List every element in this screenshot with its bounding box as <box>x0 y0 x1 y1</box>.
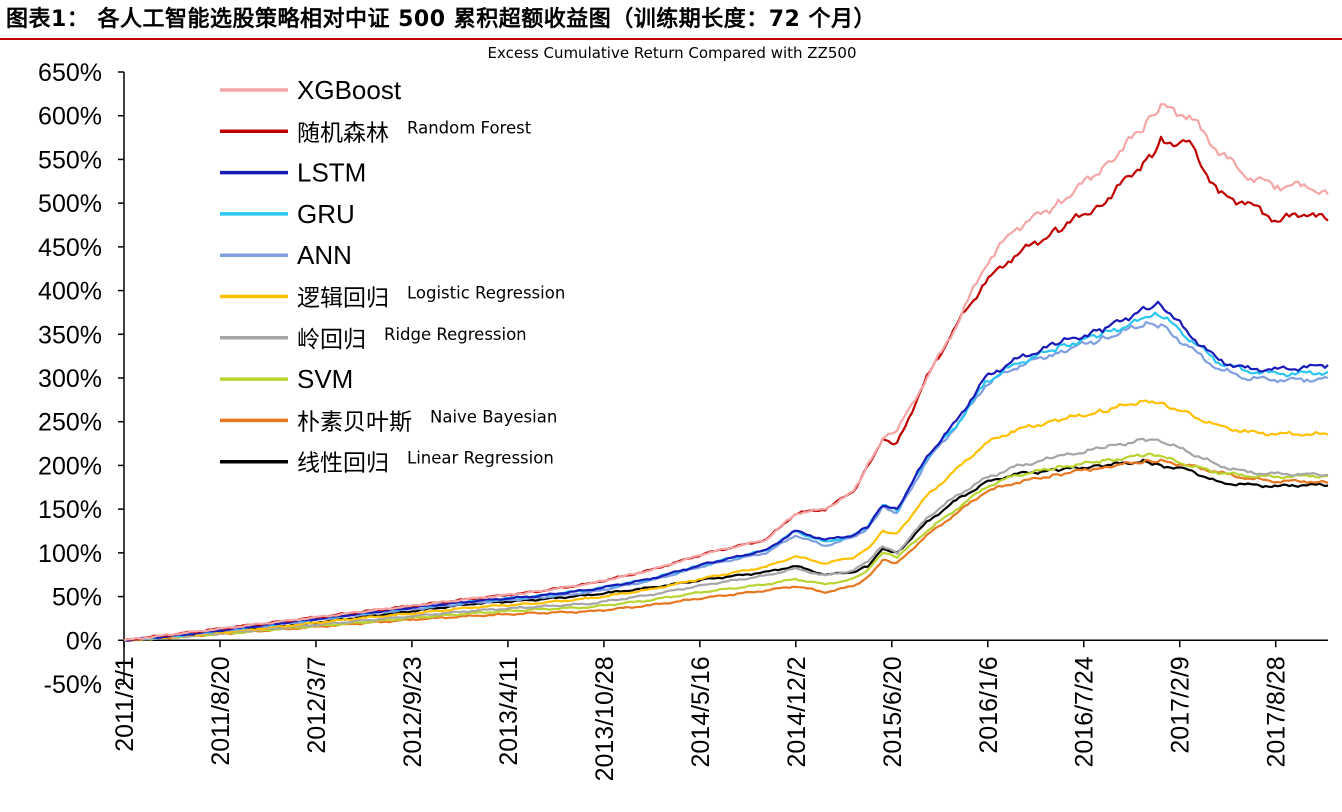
legend-label: ANN <box>297 240 352 270</box>
legend-label-en: Random Forest <box>407 118 532 137</box>
x-tick-label: 2017/2/9 <box>1167 656 1195 753</box>
y-tick-label: 150% <box>38 496 102 524</box>
y-tick-label: 100% <box>38 540 102 568</box>
y-tick-label: 50% <box>52 584 102 612</box>
y-tick-label: 450% <box>38 234 102 262</box>
y-tick-label: 500% <box>38 190 102 218</box>
y-tick-label: -50% <box>44 671 102 699</box>
legend-label: XGBoost <box>297 75 402 105</box>
x-axis: 2011/2/1 2011/8/20 2012/3/7 2012/9/23 2013/4… <box>111 639 1328 781</box>
series-lines <box>123 103 1329 642</box>
y-tick-label: 0% <box>66 627 102 655</box>
y-tick-label: 600% <box>38 103 102 131</box>
chart-subtitle: Excess Cumulative Return Compared with Z… <box>488 44 857 62</box>
x-tick-label: 2014/12/2 <box>783 656 811 767</box>
legend-label: LSTM <box>297 158 366 188</box>
x-tick-label: 2012/9/23 <box>399 656 427 767</box>
legend-label: SVM <box>297 364 353 394</box>
series-line-1 <box>123 103 1329 642</box>
x-tick-label: 2011/2/1 <box>111 656 139 751</box>
y-tick-label: 250% <box>38 409 102 437</box>
x-tick-label: 2015/6/20 <box>879 656 907 767</box>
y-axis: 650% 600% 550% 500% 450% 400% 350% 300% 250% 200%… <box>38 59 125 699</box>
x-tick-label: 2016/1/6 <box>975 656 1003 753</box>
x-tick-label: 2012/3/7 <box>303 656 331 753</box>
y-tick-label: 400% <box>38 278 102 306</box>
x-tick-label: 2017/8/28 <box>1263 656 1291 767</box>
legend-label: 朴素贝叶斯 <box>297 409 412 435</box>
series-line-9 <box>123 458 1329 642</box>
legend-label-en: Logistic Regression <box>407 284 565 303</box>
legend-label: 随机森林 <box>297 120 389 146</box>
report-title: 图表1： 各人工智能选股策略相对中证 500 累积超额收益图（训练期长度：72 … <box>6 7 876 32</box>
title-rule <box>0 38 1342 40</box>
legend-label: 岭回归 <box>297 327 366 353</box>
series-line-4 <box>123 311 1329 642</box>
x-tick-label: 2014/5/16 <box>687 656 715 767</box>
y-tick-label: 300% <box>38 365 102 393</box>
x-tick-label: 2013/4/11 <box>495 656 523 765</box>
series-line-6 <box>123 399 1329 642</box>
y-tick-label: 200% <box>38 452 102 480</box>
y-tick-label: 550% <box>38 146 102 174</box>
x-tick-label: 2013/10/28 <box>591 656 619 781</box>
legend-label-en: Naive Bayesian <box>430 407 557 426</box>
x-tick-label: 2016/7/24 <box>1071 656 1099 767</box>
legend-label: 逻辑回归 <box>297 286 389 312</box>
legend-label: 线性回归 <box>297 451 389 477</box>
series-line-3 <box>123 300 1329 642</box>
legend-label-en: Linear Regression <box>407 449 554 468</box>
x-tick-label: 2011/8/20 <box>207 656 235 765</box>
series-line-7 <box>123 437 1329 642</box>
legend-label: GRU <box>297 199 355 229</box>
y-tick-label: 350% <box>38 321 102 349</box>
series-line-8 <box>123 452 1329 642</box>
legend: XGBoost 随机森林 Random Forest LSTM GRU ANN 逻辑回归 Lo… <box>220 75 565 477</box>
legend-label-en: Ridge Regression <box>384 325 527 344</box>
y-tick-label: 650% <box>38 59 102 87</box>
